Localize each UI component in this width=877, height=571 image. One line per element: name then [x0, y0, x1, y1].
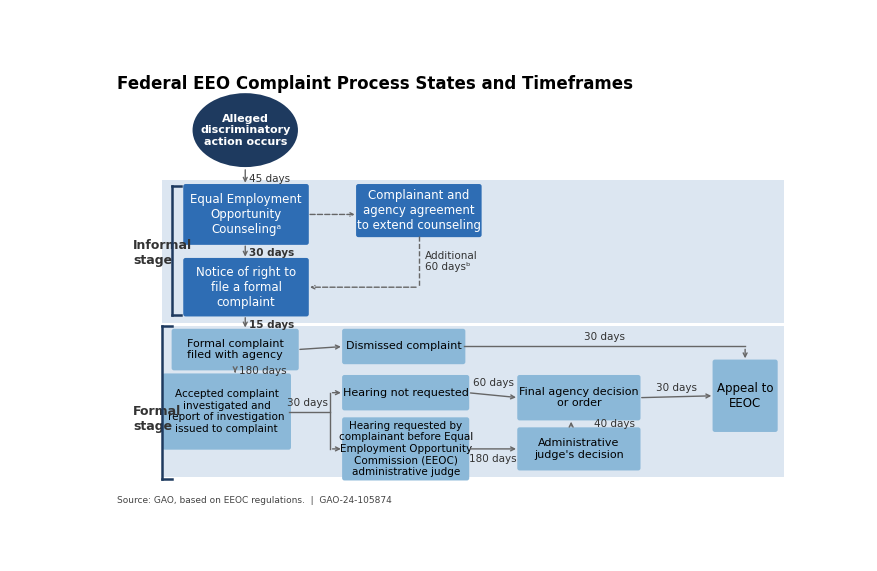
Ellipse shape	[193, 93, 298, 167]
Bar	[162, 180, 784, 323]
FancyBboxPatch shape	[342, 375, 469, 411]
FancyBboxPatch shape	[356, 184, 481, 237]
Text: Formal
stage: Formal stage	[133, 405, 182, 433]
FancyBboxPatch shape	[342, 417, 469, 480]
Text: Hearing requested by
complainant before Equal
Employment Opportunity
Commission : Hearing requested by complainant before …	[339, 421, 473, 477]
FancyBboxPatch shape	[517, 375, 640, 420]
Text: 40 days: 40 days	[595, 419, 636, 429]
Text: Equal Employment
Opportunity
Counselingᵃ: Equal Employment Opportunity Counselingᵃ	[190, 193, 302, 236]
Text: 60 days: 60 days	[473, 378, 514, 388]
Text: Appeal to
EEOC: Appeal to EEOC	[717, 382, 774, 410]
Text: 180 days: 180 days	[239, 366, 287, 376]
Text: 30 days: 30 days	[287, 398, 328, 408]
Text: Federal EEO Complaint Process States and Timeframes: Federal EEO Complaint Process States and…	[118, 75, 633, 93]
Text: Source: GAO, based on EEOC regulations.  |  GAO-24-105874: Source: GAO, based on EEOC regulations. …	[118, 496, 392, 505]
Text: 15 days: 15 days	[249, 320, 295, 330]
Text: Dismissed complaint: Dismissed complaint	[346, 341, 461, 352]
FancyBboxPatch shape	[183, 258, 309, 316]
FancyBboxPatch shape	[713, 360, 778, 432]
Text: Informal
stage: Informal stage	[133, 239, 192, 267]
FancyBboxPatch shape	[517, 427, 640, 471]
Text: 180 days: 180 days	[469, 453, 517, 464]
Text: 30 days: 30 days	[584, 332, 625, 342]
FancyBboxPatch shape	[183, 184, 309, 245]
Text: 45 days: 45 days	[249, 174, 290, 184]
Text: Final agency decision
or order: Final agency decision or order	[519, 387, 638, 408]
Text: Hearing not requested: Hearing not requested	[343, 388, 468, 397]
FancyBboxPatch shape	[342, 329, 466, 364]
Text: 30 days: 30 days	[656, 383, 697, 393]
Bar	[162, 327, 784, 477]
Text: Notice of right to
file a formal
complaint: Notice of right to file a formal complai…	[196, 266, 296, 309]
Text: Alleged
discriminatory
action occurs: Alleged discriminatory action occurs	[200, 114, 290, 147]
Text: Accepted complaint
investigated and
report of investigation
issued to complaint: Accepted complaint investigated and repo…	[168, 389, 285, 434]
Text: 30 days: 30 days	[249, 248, 295, 258]
Text: Formal complaint
filed with agency: Formal complaint filed with agency	[187, 339, 283, 360]
Text: Complainant and
agency agreement
to extend counseling: Complainant and agency agreement to exte…	[357, 189, 481, 232]
FancyBboxPatch shape	[172, 329, 299, 371]
Text: Additional
60 daysᵇ: Additional 60 daysᵇ	[425, 251, 478, 272]
Text: Administrative
judge's decision: Administrative judge's decision	[534, 438, 624, 460]
FancyBboxPatch shape	[162, 373, 291, 450]
